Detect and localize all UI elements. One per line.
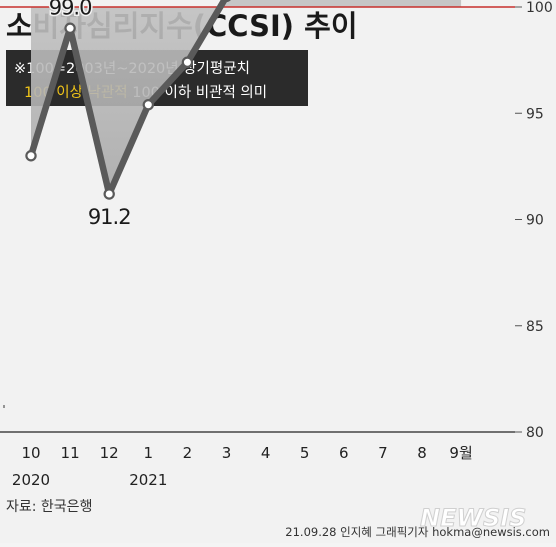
y-tick-label: 95 xyxy=(526,106,544,122)
x-year-label: 2021 xyxy=(129,471,167,489)
x-tick-label: 11 xyxy=(61,444,80,462)
data-point xyxy=(222,0,231,3)
data-point xyxy=(103,188,115,200)
series-line xyxy=(27,0,229,198)
watermark-logo: NEWSIS xyxy=(420,504,526,532)
data-point xyxy=(25,150,37,162)
x-tick-label: 2 xyxy=(183,444,193,462)
x-tick-label: 12 xyxy=(100,444,119,462)
x-tick-label: 5 xyxy=(300,444,310,462)
plot-area: 80859095100105110101112123456789월2020202… xyxy=(0,0,553,489)
x-tick-label: 9월 xyxy=(449,444,472,462)
x-tick-label: 7 xyxy=(378,444,388,462)
x-year-label: 2020 xyxy=(12,471,50,489)
x-tick-label: 3 xyxy=(222,444,232,462)
x-tick-label: 6 xyxy=(339,444,349,462)
source-text: 자료: 한국은행 xyxy=(6,499,92,515)
x-tick-label: 4 xyxy=(261,444,271,462)
data-point xyxy=(64,22,76,34)
y-tick-label: 100 xyxy=(526,0,553,16)
credit-text: 21.09.28 인지혜 그래픽기자 hokma@newsis.com xyxy=(285,525,550,539)
y-tick-label: 90 xyxy=(526,213,544,229)
data-point xyxy=(142,99,154,111)
y-tick-label: 85 xyxy=(526,319,544,335)
y-tick-label: 80 xyxy=(526,425,544,441)
data-point xyxy=(181,56,194,68)
area-fill xyxy=(31,0,462,194)
x-tick-label: 8 xyxy=(417,444,427,462)
data-label: 99.0 xyxy=(49,0,92,19)
data-label: 91.2 xyxy=(88,205,131,229)
x-tick-label: 1 xyxy=(144,444,154,462)
x-tick-label: 10 xyxy=(21,444,40,462)
